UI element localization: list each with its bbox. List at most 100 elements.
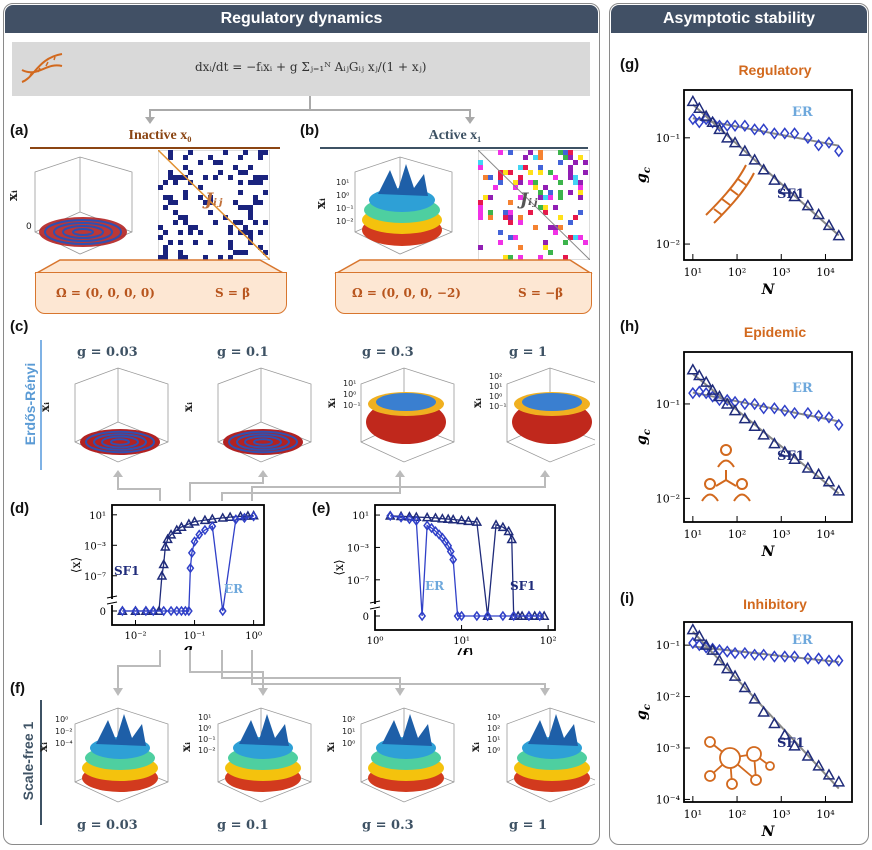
tick: 10³ [487,713,501,722]
data-point [442,513,454,524]
data-point [427,522,436,534]
data-point [758,123,769,136]
series-line-sf1 [390,515,545,617]
data-point [131,605,140,617]
person-head [736,478,748,490]
matrix-cell [233,165,238,170]
matrix-cell [248,230,253,235]
panel-c-g-1: g = 0.1 [217,345,269,360]
panel-f-side-label: Scale-free 1 [20,721,36,801]
matrix-cell [163,195,168,200]
matrix-cell [258,180,263,185]
matrix-cell [533,225,538,230]
matrix-cell [543,245,548,250]
data-point [463,515,474,526]
matrix-cell [498,240,503,245]
brace-a [35,272,287,314]
active-peak [96,714,146,746]
inactive-disk [223,429,303,455]
active-peak [382,714,432,746]
panel-a-omega: Ω = (0, 0, 0, 0) [56,286,155,300]
data-point [694,638,704,652]
brace-b [335,272,592,314]
equation: dxᵢ/dt = −fᵢxᵢ + g Σⱼ₌₁ᴺ AᵢⱼGᵢⱼ xⱼ/(1 + … [195,60,426,74]
axis-break [369,600,381,604]
matrix-cell [168,175,173,180]
axis-break [108,599,116,605]
series-label-er: ER [425,579,445,593]
data-point [813,409,824,422]
matrix-cell [528,210,533,215]
data-point [430,512,441,522]
matrix-cell [258,150,263,155]
matrix-cell [523,155,528,160]
data-point [386,510,395,522]
data-point [813,139,824,152]
link [725,479,737,487]
matrix-cell [183,190,188,195]
data-point [686,623,700,635]
matrix-cell [478,165,483,170]
matrix-cell [548,225,553,230]
matrix-cell [168,155,173,160]
left-panel [3,3,600,845]
mini-cube [360,367,455,463]
matrix-cell [578,195,583,200]
matrix-cell [223,215,228,220]
matrix-cell [518,195,523,200]
matrix-cell [538,150,543,155]
tick: 10¹ [336,178,350,187]
tick-label: 10⁻¹ [184,631,206,642]
people-icon [701,444,751,502]
tick: 10¹ [487,735,501,744]
matrix-cell [478,160,483,165]
data-point [497,521,509,532]
matrix-cell [578,155,583,160]
data-point [740,646,750,660]
matrix-cell [568,170,573,175]
matrix-cell [198,230,203,235]
data-point [740,397,750,411]
y-axis-label: gc [634,704,653,720]
data-point [812,467,825,480]
matrix-cell [188,225,193,230]
dna-strand [705,164,747,216]
inactive-ring [93,433,147,451]
panel-c-ticks-3: 10² 10¹ 10⁰ 10⁻¹ [489,372,507,412]
data-point [713,389,726,402]
panel-f-g-1: g = 0.1 [217,818,269,833]
matrix-cell [583,160,588,165]
data-point [525,610,533,622]
data-point [165,529,177,539]
matrix-cell [563,150,568,155]
data-point [397,512,405,523]
data-point [832,229,846,241]
chart-e: 10¹ 10⁻³ 10⁻⁷ 0 10⁰ 10¹ 10² ⟨f⟩ ⟨x⟩ ER SF1 [332,504,557,655]
matrix-cell [538,165,543,170]
matrix-cell [248,240,253,245]
panel-c-g-2: g = 0.3 [362,345,414,360]
panel-a-matrix [158,150,270,260]
data-point [722,119,732,132]
axis-break [106,601,118,605]
matrix-cell [543,240,548,245]
panel-a-cube [34,156,133,255]
data-point [693,629,706,641]
dna-rung [729,188,739,196]
matrix-cell [538,205,543,210]
matrix-cell [538,190,543,195]
data-point [758,402,769,415]
matrix-cell [218,255,223,260]
network-node [746,746,762,762]
data-point [699,375,713,387]
inactive-ring [236,433,290,451]
tick: 10² [487,724,501,733]
matrix-cell [553,225,558,230]
panel-b-matrix [478,150,590,260]
tick: 10⁻² [336,217,354,226]
tick-label: 10⁻² [656,691,680,704]
data-point [728,136,742,148]
data-point [832,484,846,496]
tick-label: 10⁻² [124,631,146,642]
panel-c-label: (c) [10,318,29,335]
